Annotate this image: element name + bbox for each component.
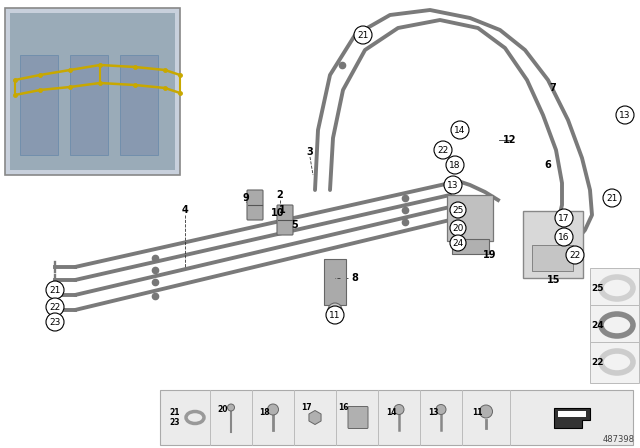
- Circle shape: [268, 404, 278, 415]
- Ellipse shape: [605, 354, 629, 370]
- Text: 17: 17: [301, 403, 311, 412]
- Text: 15: 15: [547, 275, 561, 285]
- Circle shape: [451, 121, 469, 139]
- Text: 11: 11: [329, 310, 340, 319]
- Polygon shape: [554, 408, 589, 427]
- Text: 5: 5: [292, 220, 298, 230]
- FancyBboxPatch shape: [589, 267, 639, 309]
- Circle shape: [603, 189, 621, 207]
- Circle shape: [616, 106, 634, 124]
- Circle shape: [394, 405, 404, 414]
- Circle shape: [354, 26, 372, 44]
- FancyBboxPatch shape: [589, 305, 639, 345]
- Circle shape: [566, 246, 584, 264]
- Text: 12: 12: [503, 135, 516, 145]
- Polygon shape: [309, 410, 321, 425]
- FancyBboxPatch shape: [120, 55, 158, 155]
- Circle shape: [227, 404, 234, 411]
- Text: 18: 18: [259, 408, 269, 417]
- Text: 16: 16: [558, 233, 570, 241]
- Text: 14: 14: [386, 408, 396, 417]
- Text: 25: 25: [452, 206, 464, 215]
- Polygon shape: [557, 410, 586, 417]
- Text: 22: 22: [49, 302, 61, 311]
- Ellipse shape: [605, 318, 629, 332]
- Text: 22: 22: [437, 146, 449, 155]
- Circle shape: [555, 209, 573, 227]
- Text: 21: 21: [606, 194, 618, 202]
- Text: 22: 22: [570, 250, 580, 259]
- Circle shape: [450, 235, 466, 251]
- Text: 8: 8: [351, 273, 358, 283]
- FancyBboxPatch shape: [5, 8, 180, 175]
- Text: 22: 22: [592, 358, 604, 366]
- Circle shape: [450, 220, 466, 236]
- Text: 6: 6: [545, 160, 552, 170]
- Circle shape: [436, 405, 446, 414]
- Text: 24: 24: [452, 238, 463, 247]
- Text: 18: 18: [449, 160, 461, 169]
- FancyBboxPatch shape: [277, 205, 293, 235]
- Text: 17: 17: [558, 214, 570, 223]
- Text: 19: 19: [483, 250, 497, 260]
- Circle shape: [450, 202, 466, 218]
- Text: 21: 21: [357, 30, 369, 39]
- Circle shape: [434, 141, 452, 159]
- Circle shape: [326, 306, 344, 324]
- Text: 21: 21: [49, 285, 61, 294]
- Text: 24: 24: [592, 320, 604, 329]
- FancyBboxPatch shape: [531, 245, 573, 271]
- Circle shape: [46, 281, 64, 299]
- Text: 16: 16: [338, 403, 348, 412]
- Circle shape: [46, 313, 64, 331]
- FancyBboxPatch shape: [451, 238, 488, 254]
- FancyBboxPatch shape: [247, 190, 263, 220]
- FancyBboxPatch shape: [20, 55, 58, 155]
- FancyBboxPatch shape: [70, 55, 108, 155]
- FancyBboxPatch shape: [10, 13, 175, 170]
- Text: 21
23: 21 23: [170, 408, 180, 427]
- FancyBboxPatch shape: [348, 406, 368, 428]
- FancyBboxPatch shape: [523, 211, 583, 278]
- Circle shape: [46, 298, 64, 316]
- Text: 25: 25: [592, 284, 604, 293]
- Text: 20: 20: [452, 224, 464, 233]
- Circle shape: [555, 228, 573, 246]
- Text: 14: 14: [454, 125, 466, 134]
- Text: 7: 7: [550, 83, 556, 93]
- FancyBboxPatch shape: [589, 341, 639, 383]
- Text: 13: 13: [620, 111, 631, 120]
- FancyBboxPatch shape: [447, 195, 493, 241]
- Text: 11: 11: [472, 408, 483, 417]
- Text: 10: 10: [271, 208, 285, 218]
- Text: 1: 1: [278, 205, 285, 215]
- Text: 3: 3: [307, 147, 314, 157]
- Text: 9: 9: [243, 193, 250, 203]
- Text: 487398: 487398: [603, 435, 635, 444]
- Ellipse shape: [605, 280, 629, 296]
- Text: 20: 20: [218, 405, 228, 414]
- Text: 4: 4: [182, 205, 188, 215]
- FancyBboxPatch shape: [324, 259, 346, 305]
- Circle shape: [479, 405, 493, 418]
- Circle shape: [446, 156, 464, 174]
- Text: 13: 13: [447, 181, 459, 190]
- Circle shape: [328, 303, 342, 317]
- FancyBboxPatch shape: [160, 390, 633, 445]
- Text: 13: 13: [428, 408, 438, 417]
- Circle shape: [444, 176, 462, 194]
- Text: 23: 23: [49, 318, 61, 327]
- Text: 2: 2: [276, 190, 284, 200]
